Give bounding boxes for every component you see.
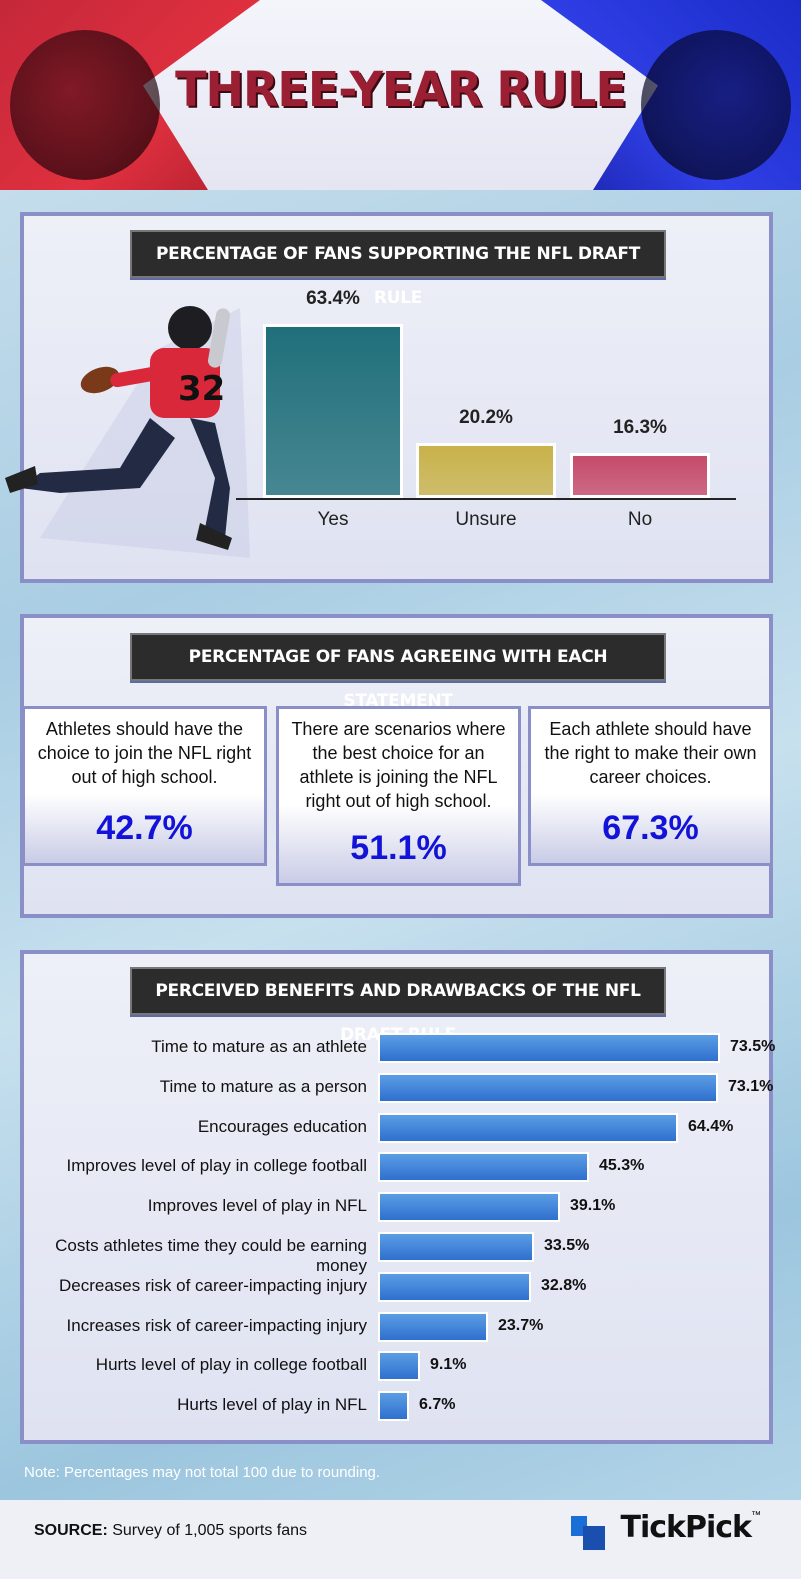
chart-axis <box>236 498 736 500</box>
benefit-bar <box>378 1192 560 1223</box>
statement-percent: 67.3% <box>602 809 699 847</box>
bar-value-label: 73.5% <box>730 1038 776 1055</box>
benefit-bar <box>378 1311 488 1342</box>
bar-yes <box>263 324 403 498</box>
row-label: Hurts level of play in NFL <box>177 1395 367 1415</box>
logo-text: TickPick <box>620 1510 752 1545</box>
row-label: Costs athletes time they could be earnin… <box>55 1236 367 1275</box>
bar-value-label: 23.7% <box>498 1316 544 1334</box>
statement-percent: 42.7% <box>96 809 193 847</box>
row-label: Hurts level of play in college football <box>95 1355 367 1375</box>
row-label: Decreases risk of career-impacting injur… <box>59 1275 367 1295</box>
statement-text: There are scenarios where the best choic… <box>291 719 506 811</box>
bar-value-label: 20.2% <box>459 407 513 428</box>
benefit-bar <box>378 1271 531 1302</box>
tickpick-logo-icon <box>570 1516 605 1550</box>
footnote: Note: Percentages may not total 100 due … <box>24 1464 381 1481</box>
page-title: THREE-YEAR RULE <box>175 60 627 118</box>
statement-card: Athletes should have the choice to join … <box>22 706 267 866</box>
benefit-bar <box>378 1033 720 1063</box>
row-label: Time to mature as a person <box>159 1076 367 1096</box>
bar-value-label: 45.3% <box>599 1157 645 1175</box>
trademark: ™ <box>751 1510 761 1521</box>
bar-value-label: 73.1% <box>728 1077 774 1095</box>
row-label: Increases risk of career-impacting injur… <box>66 1315 367 1335</box>
bar-value-label: 33.5% <box>544 1237 590 1254</box>
row-label: Time to mature as an athlete <box>151 1037 367 1056</box>
source-text: Survey of 1,005 sports fans <box>107 1522 307 1539</box>
football-helmet-icon <box>641 30 791 180</box>
source-line: SOURCE: Survey of 1,005 sports fans <box>34 1522 307 1540</box>
bar-value-label: 16.3% <box>613 417 667 438</box>
bar-value-label: 39.1% <box>570 1197 616 1215</box>
statement-card: There are scenarios where the best choic… <box>276 706 521 886</box>
bar-value-label: 9.1% <box>430 1356 467 1374</box>
bar-no <box>570 453 710 498</box>
football-player-illustration: 32 <box>5 306 250 558</box>
benefit-bar <box>378 1072 718 1103</box>
benefit-bar <box>378 1152 589 1183</box>
benefit-bar <box>378 1112 678 1143</box>
benefit-bar <box>378 1351 420 1382</box>
football-helmet-icon <box>10 30 160 180</box>
benefits-heading: PERCEIVED BENEFITS AND DRAWBACKS OF THE … <box>130 967 666 1045</box>
benefit-bar <box>378 1391 409 1422</box>
category-label: Unsure <box>455 509 517 530</box>
bar-value-label: 63.4% <box>306 288 360 309</box>
bar-value-label: 64.4% <box>688 1117 734 1135</box>
statements-heading: PERCENTAGE OF FANS AGREEING WITH EACH ST… <box>130 633 666 711</box>
category-label: Yes <box>317 509 349 530</box>
bar-value-label: 32.8% <box>541 1276 587 1294</box>
row-label: Improves level of play in college footba… <box>66 1156 368 1176</box>
tickpick-logo: TickPick™ <box>570 1510 761 1554</box>
statement-text: Athletes should have the choice to join … <box>37 719 252 787</box>
bar-unsure <box>416 443 556 498</box>
statement-text: Each athlete should have the right to ma… <box>544 719 757 787</box>
support-heading: PERCENTAGE OF FANS SUPPORTING THE NFL DR… <box>130 230 666 308</box>
footer <box>0 1500 801 1579</box>
benefit-bar <box>378 1232 534 1262</box>
category-label: No <box>627 509 653 530</box>
header: THREE-YEAR RULE <box>0 0 801 190</box>
row-label: Improves level of play in NFL <box>147 1196 367 1216</box>
row-label: Encourages education <box>197 1116 367 1136</box>
svg-text:32: 32 <box>178 369 225 409</box>
source-label: SOURCE: <box>34 1522 108 1539</box>
statement-card: Each athlete should have the right to ma… <box>528 706 773 866</box>
statement-percent: 51.1% <box>350 829 447 867</box>
bar-value-label: 6.7% <box>419 1396 456 1414</box>
